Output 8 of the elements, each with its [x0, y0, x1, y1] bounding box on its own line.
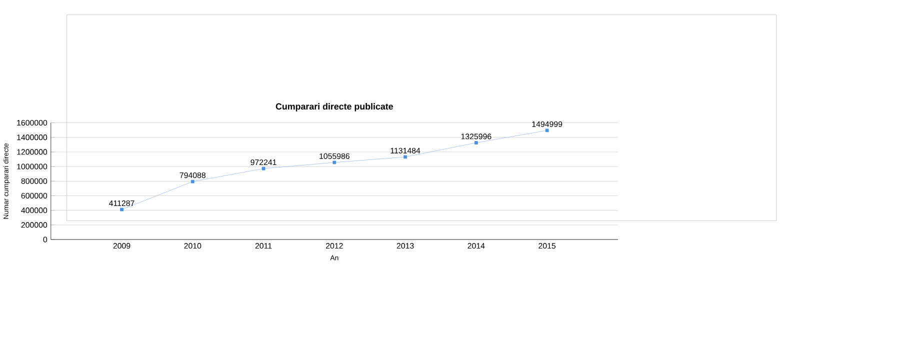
- chart-title: Cumparari directe publicate: [276, 102, 394, 112]
- point: [190, 180, 194, 184]
- point: [262, 166, 266, 170]
- point: [120, 208, 124, 212]
- point: [332, 160, 336, 164]
- point: [474, 140, 478, 144]
- point: [545, 128, 549, 132]
- point: [404, 155, 407, 159]
